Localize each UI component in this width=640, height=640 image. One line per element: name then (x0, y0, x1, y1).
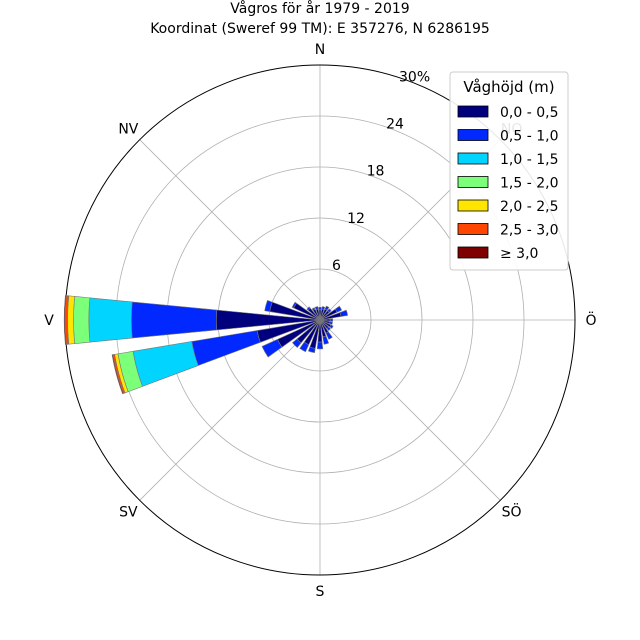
rose-bar-segment (292, 338, 302, 348)
legend-swatch (457, 105, 489, 118)
direction-label-6: V (44, 313, 54, 329)
legend-label: 1,0 - 1,5 (500, 152, 558, 168)
rose-bar-segment (111, 354, 124, 395)
rose-bar-segment (63, 295, 67, 345)
rose-bar-segment (329, 324, 334, 329)
grid-spoke (319, 319, 501, 501)
chart-subtitle: Koordinat (Sweref 99 TM): E 357276, N 62… (150, 21, 490, 37)
legend-swatch (457, 199, 489, 212)
radial-tick-labels: 6 12 18 24 30% (332, 69, 430, 273)
legend-swatch (457, 152, 489, 165)
rose-bar-segment (73, 296, 91, 344)
rose-bar-segment (325, 331, 333, 340)
rose-bar-segment (322, 335, 330, 345)
rose-bar-segment (324, 305, 330, 311)
rose-bar-segment (132, 341, 199, 387)
direction-label-7: NV (118, 121, 138, 137)
legend-label: 2,0 - 2,5 (500, 199, 558, 215)
legend-title: Våghöjd (m) (463, 78, 554, 96)
rose-bar-segment (329, 321, 333, 325)
rose-bar-segment (88, 297, 133, 343)
legend-swatch (457, 129, 489, 141)
rose-bar-segment (327, 308, 332, 313)
rose-bar-segment (326, 326, 331, 331)
rose-bar-segment (316, 341, 324, 350)
legend-swatch (457, 176, 489, 188)
rose-bar-segment (318, 306, 322, 311)
grid-spoke (139, 139, 321, 321)
direction-label-3: SÖ (502, 503, 522, 521)
legend: Våghöjd (m) 0,0 - 0,5 0,5 - 1,0 1,0 - 1,5 1… (449, 71, 569, 271)
rose-bar-segment (314, 306, 319, 311)
rose-bar-segment (261, 338, 283, 358)
rose-bar-segment (321, 306, 326, 311)
legend-swatch (457, 246, 489, 259)
rose-bar-segment (334, 305, 343, 313)
radial-tick-label: 24 (386, 117, 404, 133)
rose-bar-segment (67, 295, 75, 345)
direction-label-4: S (316, 584, 325, 600)
rose-bar-segment (299, 341, 310, 353)
legend-swatch (457, 223, 489, 235)
grid-spoke (139, 319, 321, 501)
direction-label-5: SV (119, 505, 138, 521)
rose-bar-segment (291, 301, 297, 309)
direction-label-2: Ö (585, 311, 596, 329)
legend-items: 0,0 - 0,5 0,5 - 1,0 1,0 - 1,5 1,5 - 2,0 2,0 … (457, 105, 558, 262)
rose-bar-segment (311, 307, 316, 311)
legend-label: ≥ 3,0 (500, 246, 538, 262)
rose-bar-segment (339, 309, 349, 317)
legend-label: 0,5 - 1,0 (500, 129, 558, 145)
radial-tick-label: 30% (399, 69, 430, 85)
chart-title: Vågros för år 1979 - 2019 (230, 0, 409, 17)
direction-label-0: N (315, 42, 325, 58)
radial-tick-label: 6 (332, 258, 341, 274)
legend-label: 0,0 - 0,5 (500, 105, 558, 121)
radial-tick-label: 12 (347, 211, 365, 227)
rose-bar-segment (131, 301, 218, 339)
rose-bar-segment (329, 318, 334, 322)
radial-tick-label: 18 (367, 164, 385, 180)
rose-bars (63, 295, 349, 395)
rose-bar-segment (306, 306, 311, 311)
rose-bar-segment (264, 299, 273, 312)
legend-label: 1,5 - 2,0 (500, 176, 558, 192)
legend-label: 2,5 - 3,0 (500, 223, 558, 239)
rose-bar-segment (308, 346, 316, 354)
legend-frame (449, 71, 569, 271)
